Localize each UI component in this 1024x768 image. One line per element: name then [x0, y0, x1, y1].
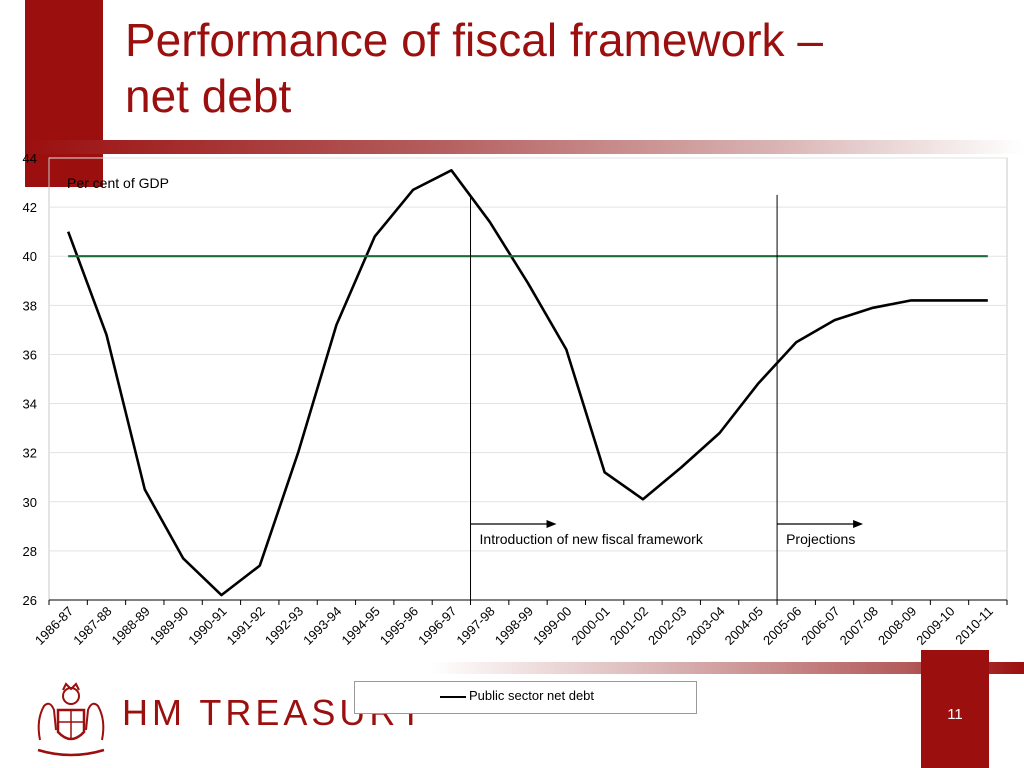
annotation-label-0: Introduction of new fiscal framework [480, 531, 704, 547]
x-tick-label-1998-99: 1998-99 [492, 604, 536, 648]
x-tick-label-1994-95: 1994-95 [338, 604, 382, 648]
annotation-arrowhead-0 [546, 520, 557, 528]
x-tick-label-1991-92: 1991-92 [224, 604, 268, 648]
x-tick-label-2002-03: 2002-03 [645, 604, 689, 648]
x-tick-label-2001-02: 2001-02 [607, 604, 651, 648]
left-accent-bar [25, 0, 103, 187]
annotation-label-1: Projections [786, 531, 855, 547]
title-line-1: Performance of fiscal framework – [125, 14, 823, 66]
page-number: 11 [947, 706, 963, 723]
footer-accent-bar [430, 662, 1024, 674]
y-tick-label-44: 44 [23, 151, 37, 166]
x-tick-label-1999-00: 1999-00 [530, 604, 574, 648]
page-number-box [921, 650, 989, 768]
y-tick-label-32: 32 [23, 446, 37, 461]
y-tick-label-28: 28 [23, 544, 37, 559]
royal-crest-icon [37, 682, 105, 757]
x-tick-label-2004-05: 2004-05 [722, 604, 766, 648]
x-tick-label-1987-88: 1987-88 [70, 604, 114, 648]
x-tick-label-2003-04: 2003-04 [683, 604, 727, 648]
x-tick-label-1990-91: 1990-91 [185, 604, 229, 648]
x-tick-label-2005-06: 2005-06 [760, 604, 804, 648]
y-axis-label: Per cent of GDP [67, 175, 169, 191]
annotation-arrowhead-1 [853, 520, 864, 528]
x-tick-label-2007-08: 2007-08 [837, 604, 881, 648]
x-tick-label-1997-98: 1997-98 [453, 604, 497, 648]
y-tick-label-30: 30 [23, 495, 37, 510]
y-tick-label-26: 26 [23, 593, 37, 608]
x-tick-label-2006-07: 2006-07 [798, 604, 842, 648]
x-tick-label-2000-01: 2000-01 [568, 604, 612, 648]
legend-label-net-debt: Public sector net debt [469, 688, 595, 703]
x-tick-label-1992-93: 1992-93 [262, 604, 306, 648]
slide-title: Performance of fiscal framework – net de… [125, 12, 1005, 124]
x-tick-label-1989-90: 1989-90 [147, 604, 191, 648]
x-tick-label-2009-10: 2009-10 [913, 604, 957, 648]
title-underline [25, 140, 1024, 154]
x-tick-label-2008-09: 2008-09 [875, 604, 919, 648]
x-tick-label-1993-94: 1993-94 [300, 604, 344, 648]
x-tick-label-1996-97: 1996-97 [415, 604, 459, 648]
x-tick-label-2010-11: 2010-11 [952, 604, 996, 648]
y-tick-label-40: 40 [23, 249, 37, 264]
title-line-2: net debt [125, 70, 292, 122]
net-debt-chart: 26 28 30 32 34 36 38 40 42 44 1986-871987-881988-8… [23, 151, 1008, 648]
x-tick-label-1988-89: 1988-89 [109, 604, 153, 648]
chart-legend: Public sector net debt [354, 681, 697, 714]
y-tick-label-38: 38 [23, 298, 37, 313]
series-line-net-debt [66, 169, 988, 597]
y-tick-label-36: 36 [23, 347, 37, 362]
y-tick-label-34: 34 [23, 397, 37, 412]
y-tick-label-42: 42 [23, 200, 37, 215]
x-tick-label-1995-96: 1995-96 [377, 604, 421, 648]
legend-swatch-net-debt [440, 696, 466, 698]
x-tick-label-1986-87: 1986-87 [32, 604, 76, 648]
